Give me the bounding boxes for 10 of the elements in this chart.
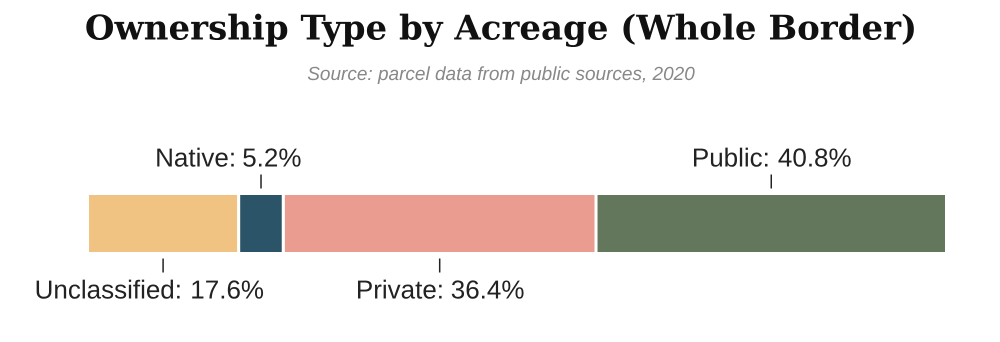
- series-label: Native:: [155, 142, 236, 172]
- series-label: Private:: [356, 274, 444, 304]
- data-label: 40.8%: [778, 142, 852, 172]
- chart-title: Ownership Type by Acreage (Whole Border): [84, 8, 918, 48]
- data-label: 36.4%: [450, 274, 524, 304]
- chart-subtitle: Source: parcel data from public sources, 2020: [307, 64, 696, 85]
- series-label: Unclassified:: [34, 274, 182, 304]
- data-label: 5.2%: [242, 142, 302, 172]
- series-label: Public:: [692, 142, 770, 172]
- data-label: 17.6%: [190, 274, 264, 304]
